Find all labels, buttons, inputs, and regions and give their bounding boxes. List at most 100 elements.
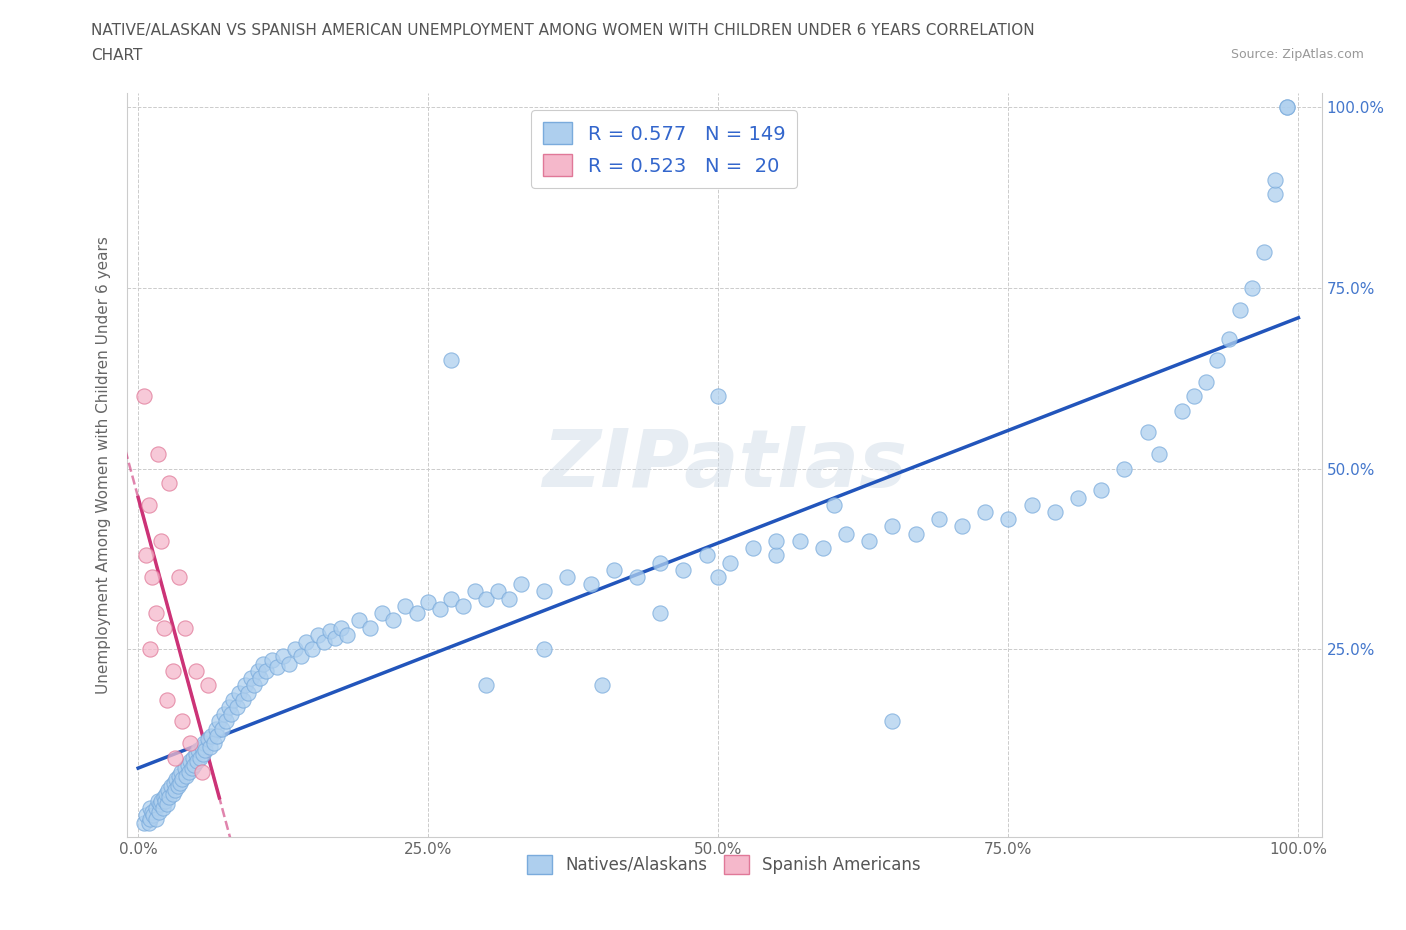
Point <box>301 642 323 657</box>
Point <box>197 678 219 693</box>
Point <box>205 728 228 743</box>
Point <box>1182 389 1205 404</box>
Point <box>146 793 169 808</box>
Point <box>186 663 208 678</box>
Point <box>579 577 602 591</box>
Point <box>591 678 613 693</box>
Point <box>451 598 474 613</box>
Point <box>139 801 162 816</box>
Point <box>811 540 834 555</box>
Point <box>132 389 155 404</box>
Point <box>1021 498 1043 512</box>
Point <box>145 801 167 816</box>
Point <box>141 804 163 819</box>
Point <box>1147 446 1170 461</box>
Point <box>603 563 626 578</box>
Point <box>135 548 157 563</box>
Point <box>172 772 194 787</box>
Point <box>191 764 214 779</box>
Point <box>318 624 340 639</box>
Point <box>557 569 579 584</box>
Point <box>252 657 274 671</box>
Point <box>1229 302 1251 317</box>
Point <box>179 764 201 779</box>
Point <box>243 678 266 693</box>
Point <box>486 584 509 599</box>
Point <box>533 584 555 599</box>
Point <box>156 797 179 812</box>
Point <box>150 793 173 808</box>
Point <box>149 797 172 812</box>
Point <box>823 498 845 512</box>
Y-axis label: Unemployment Among Women with Children Under 6 years: Unemployment Among Women with Children U… <box>96 236 111 694</box>
Point <box>141 569 163 584</box>
Point <box>718 555 741 570</box>
Point <box>325 631 347 645</box>
Point <box>211 721 233 736</box>
Point <box>672 563 695 578</box>
Point <box>179 736 201 751</box>
Point <box>174 768 197 783</box>
Point <box>405 605 427 620</box>
Point <box>307 628 329 643</box>
Point <box>145 812 167 827</box>
Point <box>835 526 858 541</box>
Point <box>950 519 973 534</box>
Point <box>347 613 370 628</box>
Point <box>1253 245 1275 259</box>
Point <box>165 783 187 798</box>
Text: ZIPatlas: ZIPatlas <box>541 426 907 504</box>
Point <box>159 779 181 794</box>
Point <box>194 743 217 758</box>
Point <box>1275 100 1298 115</box>
Point <box>219 707 242 722</box>
Point <box>135 808 157 823</box>
Point <box>707 389 730 404</box>
Point <box>142 808 165 823</box>
Point <box>284 642 307 657</box>
Point <box>336 628 359 643</box>
Point <box>1194 375 1216 390</box>
Point <box>650 605 672 620</box>
Point <box>765 534 787 549</box>
Point <box>271 649 294 664</box>
Point <box>278 657 301 671</box>
Point <box>382 613 405 628</box>
Point <box>904 526 927 541</box>
Point <box>167 569 190 584</box>
Point <box>475 591 498 606</box>
Point <box>177 757 200 772</box>
Point <box>765 548 787 563</box>
Point <box>157 783 180 798</box>
Text: Source: ZipAtlas.com: Source: ZipAtlas.com <box>1230 48 1364 61</box>
Point <box>163 776 186 790</box>
Point <box>650 555 672 570</box>
Point <box>222 692 245 707</box>
Point <box>159 475 181 490</box>
Point <box>371 605 394 620</box>
Point <box>498 591 520 606</box>
Point <box>1067 490 1090 505</box>
Point <box>1136 425 1159 440</box>
Point <box>1218 331 1240 346</box>
Point <box>198 739 221 754</box>
Point <box>197 732 219 747</box>
Point <box>1206 352 1229 367</box>
Point <box>418 595 440 610</box>
Point <box>974 504 997 519</box>
Point <box>150 534 173 549</box>
Point <box>179 753 201 768</box>
Point <box>205 721 228 736</box>
Point <box>152 620 174 635</box>
Point <box>191 739 214 754</box>
Point <box>359 620 381 635</box>
Point <box>162 786 184 801</box>
Point <box>707 569 730 584</box>
Point <box>475 678 498 693</box>
Point <box>139 812 162 827</box>
Point <box>218 699 240 714</box>
Point <box>148 804 170 819</box>
Point <box>789 534 811 549</box>
Point <box>464 584 486 599</box>
Point <box>145 605 167 620</box>
